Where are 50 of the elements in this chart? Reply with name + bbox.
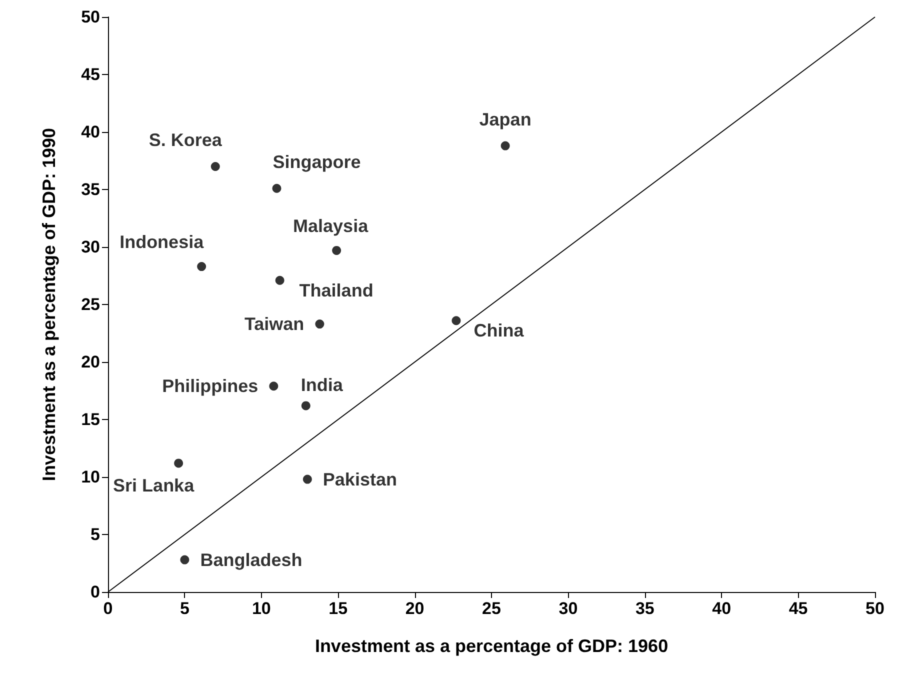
x-tick-label: 50 xyxy=(866,599,884,618)
x-tick-label: 20 xyxy=(405,599,424,618)
y-tick-label: 5 xyxy=(90,525,100,544)
x-tick-label: 0 xyxy=(103,599,113,618)
x-tick-label: 40 xyxy=(712,599,732,618)
series-label: China xyxy=(474,320,525,341)
series-label: Malaysia xyxy=(293,216,370,236)
y-tick-label: 15 xyxy=(81,410,100,429)
y-tick-label: 35 xyxy=(81,180,100,199)
y-tick-label: 50 xyxy=(81,8,100,26)
point xyxy=(332,246,342,255)
point xyxy=(197,262,206,272)
x-tick-label: 35 xyxy=(635,599,654,618)
y-tick-label: 25 xyxy=(81,295,100,314)
point xyxy=(275,276,284,285)
y-tick-label: 10 xyxy=(81,468,100,486)
point xyxy=(301,401,310,410)
series-label: India xyxy=(300,375,344,396)
x-tick-label: 25 xyxy=(482,599,501,618)
series-label: Sri Lanka xyxy=(113,476,196,496)
series-label: Pakistan xyxy=(322,469,397,490)
point xyxy=(180,555,190,564)
point xyxy=(315,320,324,329)
point xyxy=(210,162,220,171)
series-label: Bangladesh xyxy=(200,550,302,570)
x-tick-label: 5 xyxy=(180,599,190,618)
series-label: Japan xyxy=(479,109,532,130)
point xyxy=(269,382,278,391)
point xyxy=(302,474,312,484)
series-label: Philippines xyxy=(162,376,258,396)
x-tick-label: 30 xyxy=(558,599,578,618)
x-tick-label: 10 xyxy=(252,599,271,618)
series-label: Thailand xyxy=(299,280,374,300)
y-axis-title: Investment as a percentage of GDP: 1990 xyxy=(39,128,59,482)
series-label: Taiwan xyxy=(244,314,304,334)
y-tick-label: 40 xyxy=(81,122,100,142)
x-axis-title: Investment as a percentage of GDP: 1960 xyxy=(314,636,668,656)
series-label: Indonesia xyxy=(120,232,205,252)
x-tick-label: 15 xyxy=(328,599,348,618)
y-tick-label: 30 xyxy=(81,238,100,256)
series-label: Singapore xyxy=(272,152,361,172)
point xyxy=(174,458,184,468)
point xyxy=(500,141,510,150)
series-label: S. Korea xyxy=(148,130,223,150)
y-tick-label: 20 xyxy=(81,352,100,372)
point xyxy=(452,316,461,326)
y-tick-label: 45 xyxy=(81,65,100,84)
x-tick-label: 45 xyxy=(788,599,808,618)
point xyxy=(272,184,282,193)
y-tick-label: 0 xyxy=(90,582,100,602)
